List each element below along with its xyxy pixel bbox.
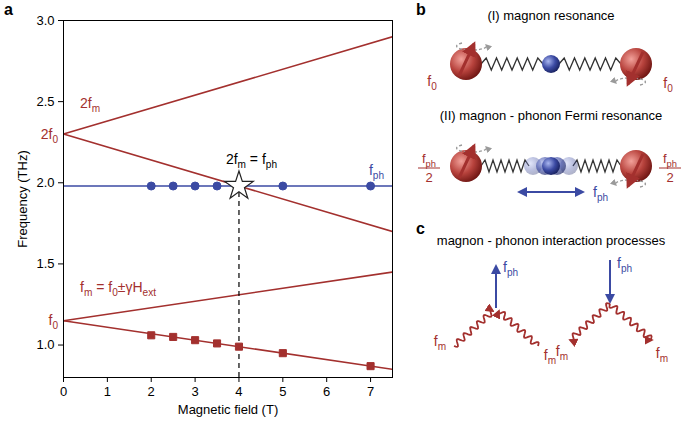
svg-text:c: c — [416, 220, 425, 237]
svg-text:b: b — [416, 1, 426, 18]
svg-text:6: 6 — [323, 384, 330, 399]
svg-text:f0: f0 — [49, 312, 59, 331]
svg-text:7: 7 — [367, 384, 374, 399]
svg-text:1: 1 — [104, 384, 111, 399]
svg-text:2f0: 2f0 — [41, 126, 59, 145]
svg-text:fph: fph — [593, 184, 608, 203]
svg-text:(I) magnon resonance: (I) magnon resonance — [487, 8, 614, 23]
svg-text:Frequency (THz): Frequency (THz) — [15, 150, 30, 248]
svg-text:(II) magnon - phonon Fermi res: (II) magnon - phonon Fermi resonance — [440, 108, 663, 123]
svg-text:fph: fph — [369, 162, 384, 181]
svg-text:3.0: 3.0 — [36, 13, 54, 28]
svg-text:magnon - phonon interaction pr: magnon - phonon interaction processes — [437, 233, 666, 248]
svg-text:fph: fph — [663, 151, 677, 169]
svg-text:fm: fm — [434, 333, 446, 352]
svg-text:fm = f0±γHext: fm = f0±γHext — [80, 279, 156, 298]
svg-text:2fm = fph: 2fm = fph — [226, 151, 277, 170]
svg-text:fph: fph — [617, 255, 632, 274]
svg-text:fph: fph — [503, 259, 518, 278]
svg-text:fm: fm — [544, 347, 556, 366]
svg-text:2: 2 — [666, 170, 673, 185]
svg-text:2.5: 2.5 — [36, 94, 54, 109]
svg-text:a: a — [4, 1, 13, 18]
svg-text:2: 2 — [148, 384, 155, 399]
svg-text:1.5: 1.5 — [36, 256, 54, 271]
svg-text:1.0: 1.0 — [36, 337, 54, 352]
svg-text:4: 4 — [235, 384, 242, 399]
svg-text:2.0: 2.0 — [36, 175, 54, 190]
svg-text:0: 0 — [60, 384, 67, 399]
svg-text:f0: f0 — [663, 75, 673, 94]
svg-text:2: 2 — [425, 170, 432, 185]
svg-text:5: 5 — [279, 384, 286, 399]
svg-text:2fm: 2fm — [80, 95, 100, 114]
svg-text:fm: fm — [656, 345, 668, 364]
svg-text:Magnetic field (T): Magnetic field (T) — [178, 402, 278, 417]
svg-text:3: 3 — [191, 384, 198, 399]
svg-text:f0: f0 — [427, 73, 437, 92]
svg-text:fph: fph — [422, 151, 436, 169]
svg-text:fm: fm — [556, 343, 568, 362]
